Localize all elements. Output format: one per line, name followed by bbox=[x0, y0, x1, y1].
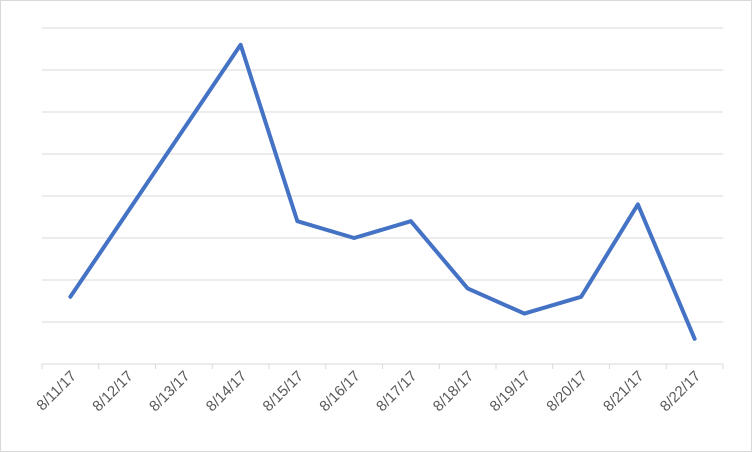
line-series bbox=[68, 42, 697, 341]
